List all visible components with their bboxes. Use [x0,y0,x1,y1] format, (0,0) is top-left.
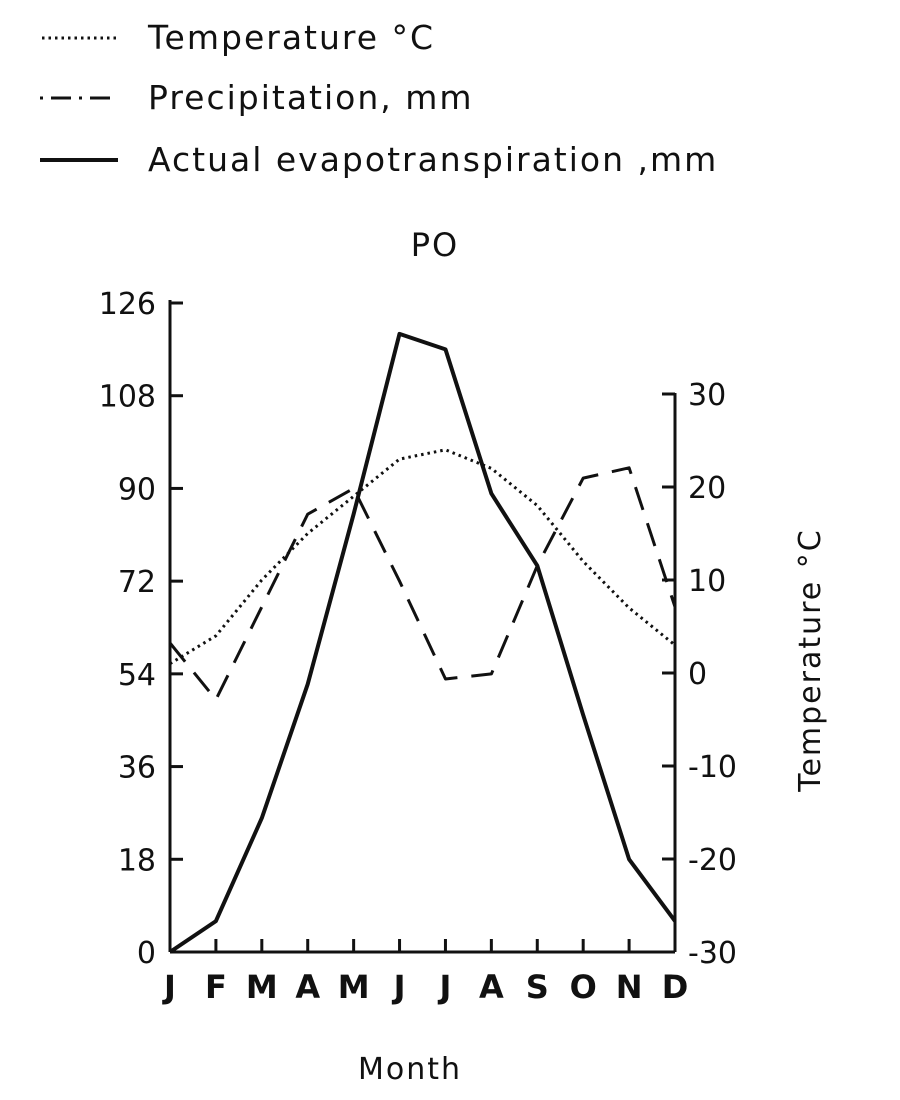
series-line-1 [168,466,677,702]
right-tick-label-5: 20 [688,471,726,506]
legend-label-temperature: Temperature °C [147,18,435,57]
left-tick-label-3: 54 [118,658,156,693]
x-tick-label-1: F [205,968,227,1006]
x-tick-label-2: M [246,968,278,1006]
right-tick-label-6: 30 [688,378,726,413]
right-tick-label-2: -10 [688,750,737,785]
legend-label-precipitation: Precipitation, mm [148,78,474,117]
right-tick-label-4: 10 [688,564,726,599]
series-line-2 [168,331,677,954]
left-tick-label-5: 90 [118,472,156,507]
left-tick-label-7: 126 [99,287,156,322]
x-tick-label-4: M [338,968,370,1006]
legend: Temperature °C Precipitation, mm Actual … [40,18,718,179]
right-tick-label-3: 0 [688,657,707,692]
left-tick-label-6: 108 [99,380,156,415]
x-tick-label-10: N [616,968,643,1006]
x-tick-label-0: J [162,968,176,1006]
chart-title: PO [411,226,459,264]
x-tick-label-6: J [438,968,452,1006]
x-tick-label-8: S [526,968,549,1006]
left-tick-label-2: 36 [118,751,156,786]
right-tick-label-1: -20 [688,843,737,878]
x-tick-label-3: A [295,968,320,1006]
left-tick-label-0: 0 [137,936,156,971]
x-axis-label: Month [358,1052,462,1087]
right-axis-label: Temperature °C [793,528,828,793]
right-axis-ticks: -30 -20 -10 0 10 20 30 [662,378,737,971]
x-tick-label-9: O [570,968,597,1006]
legend-label-evapotranspiration: Actual evapotranspiration ,mm [148,140,718,179]
x-tick-label-5: J [392,968,406,1006]
right-tick-label-0: -30 [688,936,737,971]
x-tick-label-11: D [662,968,689,1006]
x-tick-label-7: A [479,968,504,1006]
left-axis-ticks: 0 18 36 54 72 90 108 126 [99,287,183,971]
left-tick-label-1: 18 [118,843,156,878]
left-tick-label-4: 72 [118,565,156,600]
series-layer [168,331,677,954]
series-line-0 [169,448,676,665]
